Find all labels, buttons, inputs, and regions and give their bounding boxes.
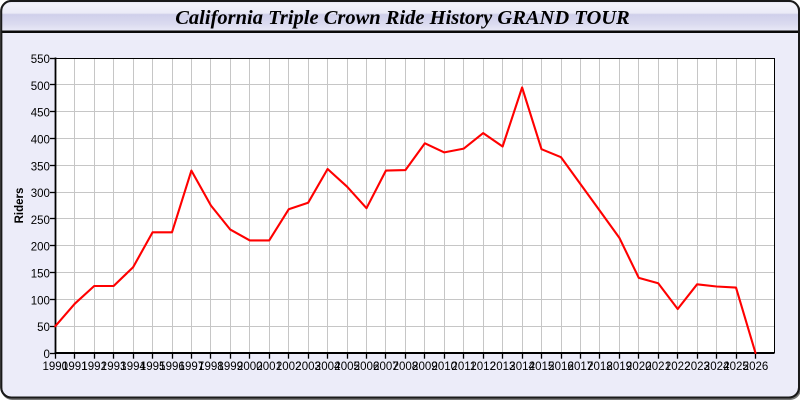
svg-text:2001: 2001 [256, 361, 282, 373]
svg-text:150: 150 [31, 269, 50, 281]
svg-text:2019: 2019 [607, 361, 633, 373]
svg-text:2016: 2016 [548, 361, 574, 373]
svg-text:2010: 2010 [432, 361, 458, 373]
svg-text:1990: 1990 [43, 361, 69, 373]
svg-text:1992: 1992 [81, 361, 107, 373]
svg-text:2002: 2002 [276, 361, 302, 373]
svg-text:1994: 1994 [120, 361, 146, 373]
svg-text:200: 200 [31, 242, 50, 254]
svg-text:1997: 1997 [179, 361, 205, 373]
svg-text:1998: 1998 [198, 361, 224, 373]
svg-text:2015: 2015 [529, 361, 555, 373]
svg-text:1993: 1993 [101, 361, 127, 373]
svg-text:2014: 2014 [509, 361, 535, 373]
svg-text:2008: 2008 [393, 361, 419, 373]
svg-text:2021: 2021 [645, 361, 671, 373]
svg-text:0: 0 [43, 349, 49, 361]
svg-text:550: 550 [31, 54, 50, 66]
svg-text:2020: 2020 [626, 361, 652, 373]
svg-text:2013: 2013 [490, 361, 516, 373]
svg-text:2024: 2024 [704, 361, 730, 373]
svg-text:50: 50 [37, 322, 50, 334]
svg-text:2026: 2026 [743, 361, 769, 373]
svg-text:450: 450 [31, 108, 50, 120]
svg-text:Riders: Riders [14, 188, 26, 224]
svg-text:2005: 2005 [334, 361, 360, 373]
svg-text:2012: 2012 [470, 361, 496, 373]
svg-text:2009: 2009 [412, 361, 438, 373]
svg-text:500: 500 [31, 81, 50, 93]
svg-text:2007: 2007 [373, 361, 399, 373]
svg-text:400: 400 [31, 135, 50, 147]
svg-text:2000: 2000 [237, 361, 263, 373]
svg-text:2017: 2017 [568, 361, 594, 373]
svg-text:2023: 2023 [684, 361, 710, 373]
svg-text:1995: 1995 [140, 361, 166, 373]
svg-text:2004: 2004 [315, 361, 341, 373]
svg-text:2011: 2011 [451, 361, 476, 373]
svg-text:1999: 1999 [218, 361, 244, 373]
svg-text:2018: 2018 [587, 361, 613, 373]
svg-text:100: 100 [31, 295, 50, 307]
svg-text:2022: 2022 [665, 361, 691, 373]
svg-text:350: 350 [31, 161, 50, 173]
svg-text:2006: 2006 [354, 361, 380, 373]
svg-text:300: 300 [31, 188, 50, 200]
svg-text:1996: 1996 [159, 361, 185, 373]
svg-text:250: 250 [31, 215, 50, 227]
svg-text:California Triple Crown Ride H: California Triple Crown Ride History GRA… [175, 7, 629, 29]
svg-text:2025: 2025 [723, 361, 749, 373]
svg-text:1991: 1991 [62, 361, 88, 373]
svg-text:2003: 2003 [295, 361, 321, 373]
